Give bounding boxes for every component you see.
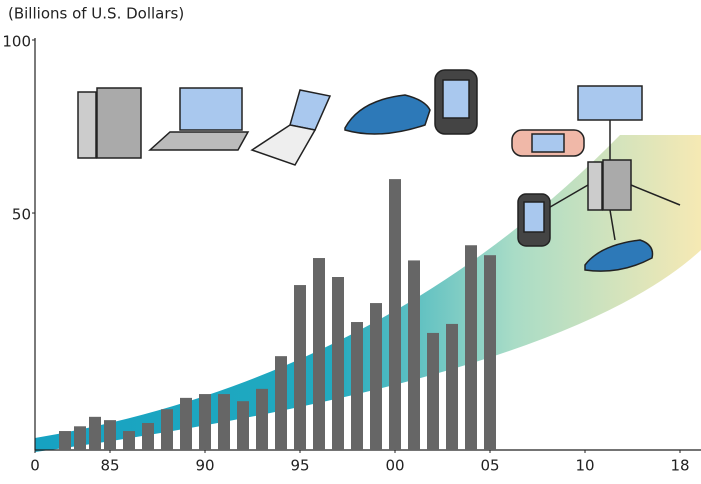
bar (74, 426, 86, 450)
bar (123, 431, 135, 450)
bar (59, 431, 71, 450)
bar (313, 258, 325, 450)
x-tick-label: 10 (575, 457, 594, 475)
bar (89, 416, 101, 450)
bar (294, 285, 306, 450)
bar (484, 255, 496, 450)
bar (180, 397, 192, 450)
bar (389, 179, 401, 450)
y-axis-label: (Billions of U.S. Dollars) (8, 5, 184, 23)
x-tick-label: 18 (670, 457, 689, 475)
x-tick-label: 85 (100, 457, 119, 475)
x-tick-label: 00 (385, 457, 404, 475)
bar (275, 356, 287, 450)
illustrations (77, 69, 681, 272)
bar (465, 245, 477, 450)
bar (332, 277, 344, 450)
bar (256, 388, 268, 450)
bar (351, 322, 363, 450)
bar (446, 323, 458, 450)
x-tick-label: 95 (290, 457, 309, 475)
x-tick-label: 90 (195, 457, 214, 475)
bar (104, 420, 116, 450)
y-tick-label: 100 (2, 33, 31, 51)
bar (408, 260, 420, 450)
y-tick-label: 50 (12, 206, 31, 224)
bar (237, 401, 249, 450)
x-tick-label: 05 (480, 457, 499, 475)
bar (142, 422, 154, 450)
bar (370, 303, 382, 450)
bar (218, 394, 230, 450)
bar (161, 409, 173, 450)
bar (427, 332, 439, 450)
x-tick-label: 0 (30, 457, 40, 475)
bar (199, 394, 211, 450)
